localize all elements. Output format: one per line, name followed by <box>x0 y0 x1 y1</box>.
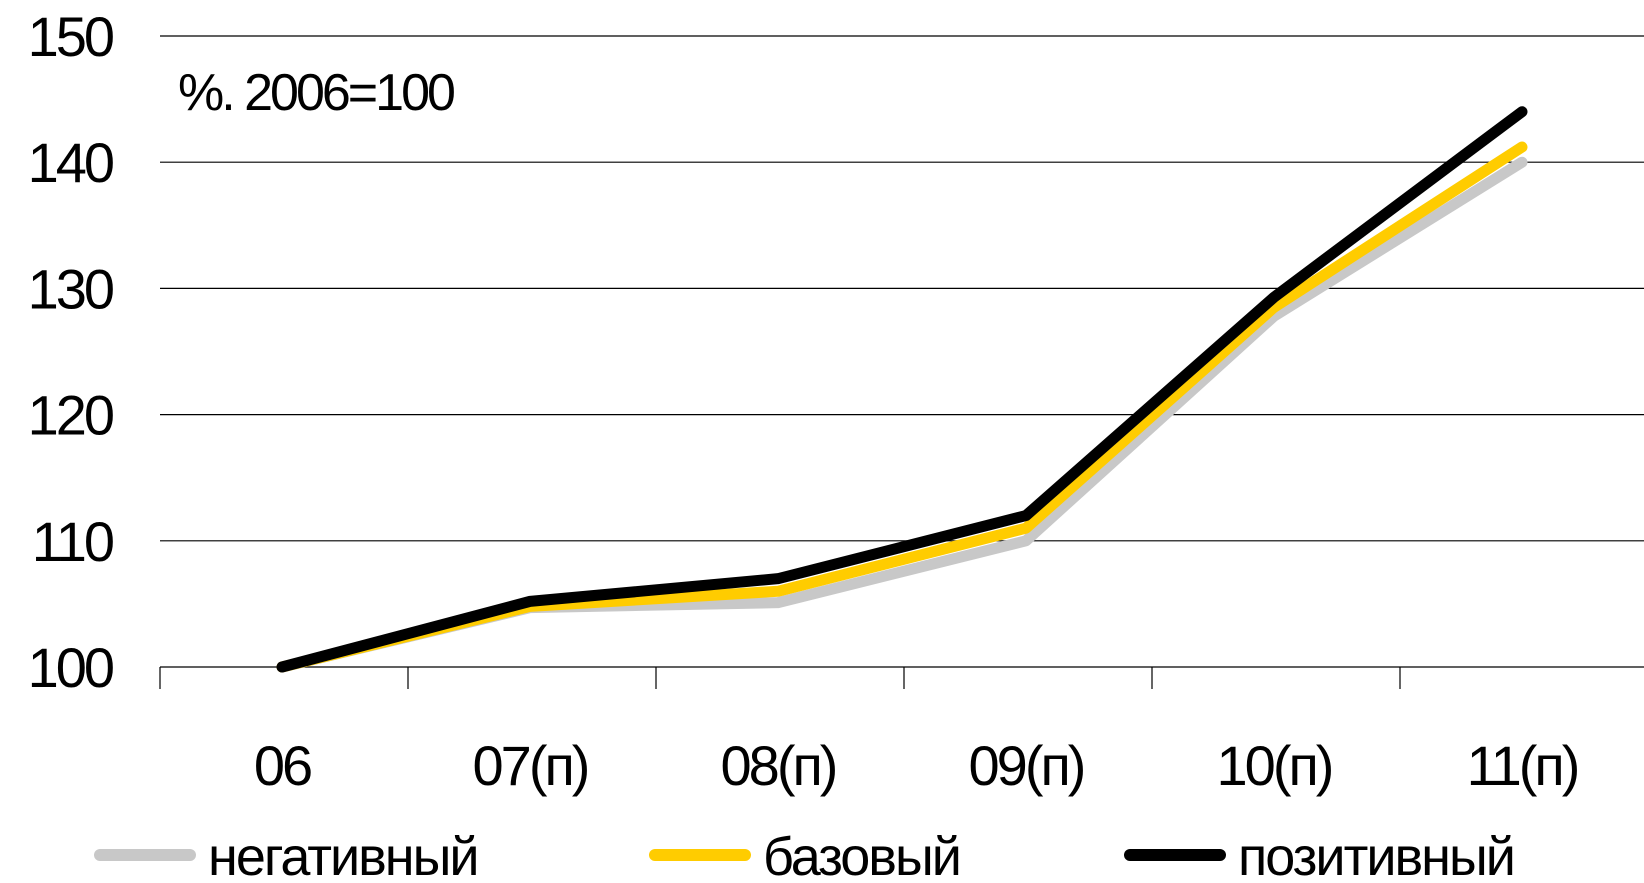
data-point <box>777 590 779 592</box>
chart-annotation: %. 2006=100 <box>178 64 454 122</box>
x-tick-label: 07(п) <box>473 734 588 797</box>
legend-label: негативный <box>208 827 478 883</box>
x-tick-label: 10(п) <box>1217 734 1332 797</box>
x-axis-ticks: 06 07(п) 08(п) 09(п) 10(п) 11(п) <box>254 734 1581 797</box>
gridlines <box>160 35 1644 668</box>
legend-label: позитивный <box>1238 827 1514 883</box>
legend-label: базовый <box>763 827 960 883</box>
data-point <box>777 578 779 580</box>
data-point <box>1273 296 1275 298</box>
y-axis-ticks: 100 110 120 130 140 150 <box>28 5 116 699</box>
y-tick-label: 130 <box>28 257 113 320</box>
data-point <box>1025 540 1027 542</box>
data-point <box>1521 161 1523 163</box>
y-tick-label: 150 <box>28 5 113 68</box>
data-point <box>281 666 283 668</box>
x-tick-label: 11(п) <box>1467 734 1578 797</box>
data-point <box>1273 315 1275 317</box>
data-point <box>1025 515 1027 517</box>
legend: негативный базовый позитивный <box>94 827 1516 883</box>
data-point <box>777 602 779 604</box>
x-tick-label: 06 <box>254 734 311 797</box>
x-tick-label: 08(п) <box>721 734 836 797</box>
y-tick-label: 140 <box>28 131 113 194</box>
data-point <box>1521 111 1523 113</box>
series-line-2 <box>276 106 1528 673</box>
data-point <box>1273 306 1275 308</box>
data-point <box>1521 146 1523 148</box>
data-point <box>529 600 531 602</box>
y-tick-label: 100 <box>28 636 113 699</box>
series-lines <box>276 106 1528 673</box>
data-point <box>1025 527 1027 529</box>
y-tick-label: 110 <box>32 510 113 573</box>
x-tick-label: 09(п) <box>969 734 1084 797</box>
series-line-1 <box>276 141 1528 673</box>
y-tick-label: 120 <box>28 384 113 447</box>
axes <box>159 667 1401 689</box>
